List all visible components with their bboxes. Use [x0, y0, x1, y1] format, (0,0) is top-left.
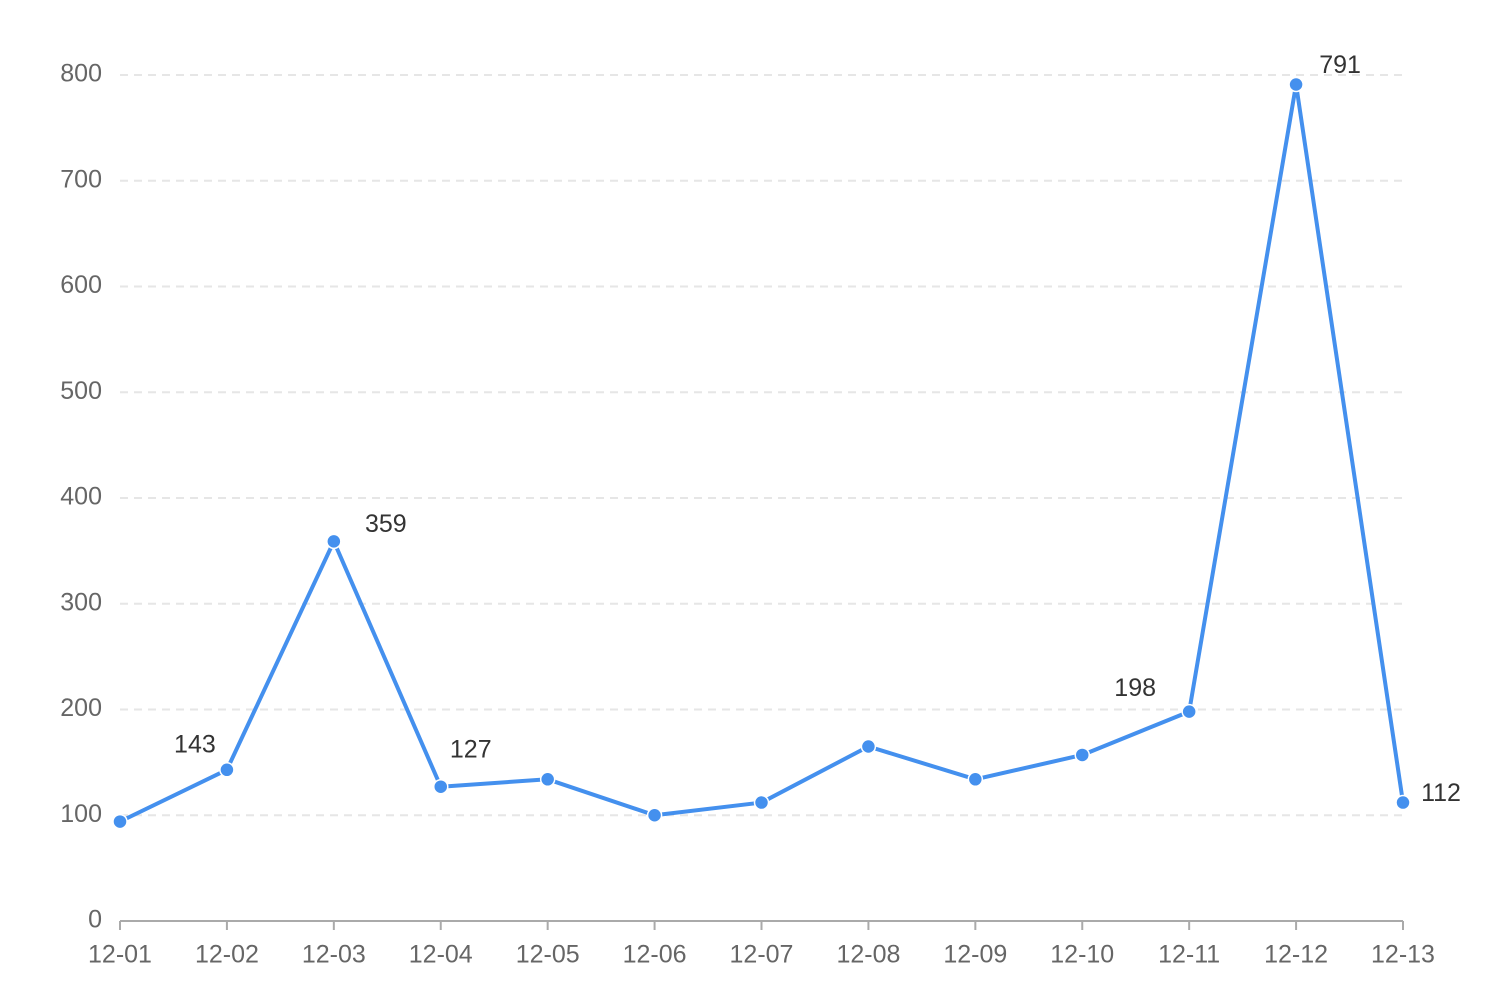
x-tick-label: 12-01: [88, 941, 152, 969]
line: [119, 82, 1405, 824]
point: [539, 771, 556, 788]
x-tick-label: 12-11: [1158, 941, 1220, 969]
x-tick-label: 12-10: [1050, 941, 1114, 969]
y-tick-label: 800: [60, 60, 102, 88]
value-label: 791: [1319, 51, 1361, 79]
point: [1074, 747, 1090, 763]
point: [967, 771, 984, 788]
point: [860, 738, 877, 755]
x-tick-label: 12-05: [516, 941, 580, 969]
value-label: 127: [450, 735, 492, 763]
point: [753, 794, 770, 811]
x-tick-label: 12-06: [623, 941, 687, 969]
y-tick-label: 700: [60, 165, 102, 193]
y-tick-label: 600: [60, 271, 102, 299]
x-tick-label: 12-08: [836, 941, 900, 969]
value-label: 143: [174, 730, 216, 758]
x-tick-label: 12-03: [302, 941, 366, 969]
y-tick-label: 400: [60, 483, 102, 511]
x-tick-label: 12-07: [730, 941, 794, 969]
value-label: 359: [365, 510, 407, 538]
y-tick-label: 0: [88, 906, 102, 934]
point: [112, 813, 128, 830]
point: [433, 778, 449, 795]
point: [326, 533, 342, 550]
x-tick-label: 12-04: [409, 941, 473, 969]
point: [1181, 703, 1197, 720]
y-tick-label: 500: [60, 377, 102, 405]
point: [646, 807, 663, 823]
value-label: 198: [1114, 674, 1156, 702]
x-tick-label: 12-02: [195, 941, 259, 969]
point: [1288, 76, 1304, 93]
point: [1395, 794, 1411, 811]
value-label: 112: [1421, 779, 1461, 807]
x-tick-label: 12-12: [1264, 941, 1328, 969]
y-tick-label: 100: [60, 800, 102, 828]
x-tick-label: 12-09: [943, 941, 1007, 969]
y-tick-label: 200: [60, 694, 102, 722]
point: [219, 762, 235, 778]
x-tick-label: 12-13: [1371, 941, 1435, 969]
y-tick-label: 300: [60, 588, 102, 616]
